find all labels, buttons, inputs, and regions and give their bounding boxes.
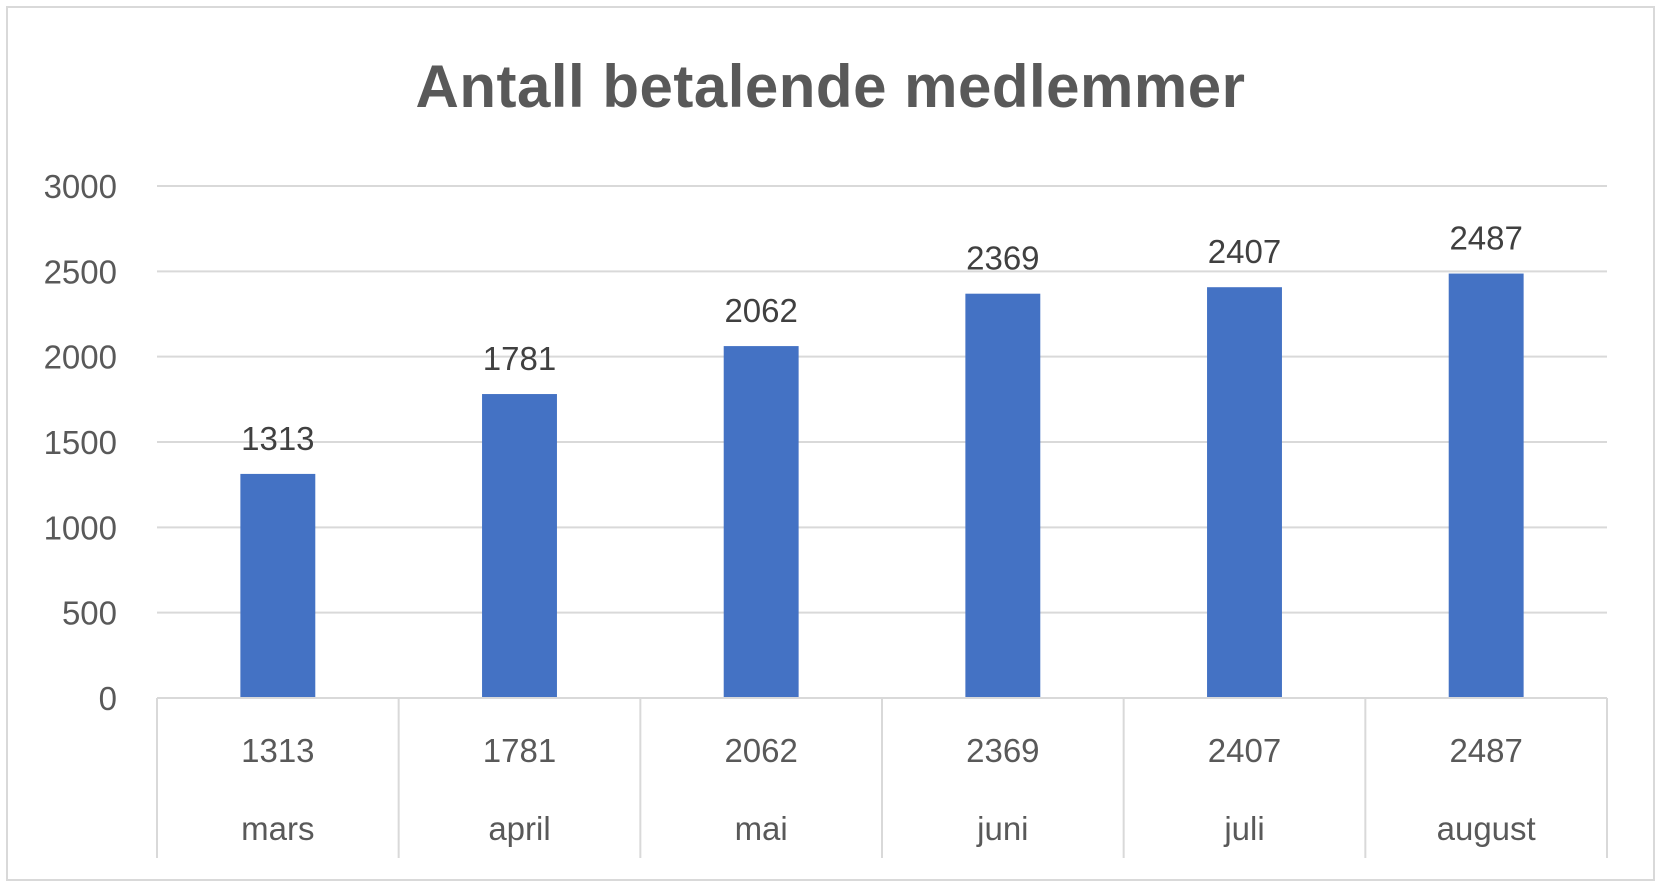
bar-mai bbox=[723, 346, 799, 698]
bar-april bbox=[482, 394, 557, 698]
data-label: 2487 bbox=[1449, 220, 1522, 257]
table-value-label: 2487 bbox=[1449, 732, 1522, 769]
y-tick-label: 2500 bbox=[44, 253, 117, 290]
bars bbox=[240, 273, 1524, 698]
y-tick-label: 1500 bbox=[44, 424, 117, 461]
category-label: mars bbox=[241, 810, 314, 847]
chart-frame: Antall betalende medlemmer bbox=[6, 6, 1655, 881]
y-tick-label: 3000 bbox=[44, 168, 117, 205]
table-value-label: 2062 bbox=[724, 732, 797, 769]
category-label: juli bbox=[1223, 810, 1264, 847]
category-label: mai bbox=[735, 810, 788, 847]
data-labels: 1313 1781 2062 2369 2407 2487 bbox=[241, 220, 1523, 457]
category-label: april bbox=[488, 810, 550, 847]
y-tick-label: 1000 bbox=[44, 509, 117, 546]
bar-juni bbox=[965, 293, 1041, 698]
y-tick-label: 2000 bbox=[44, 339, 117, 376]
y-tick-label: 0 bbox=[99, 680, 117, 717]
data-label: 2369 bbox=[966, 240, 1039, 277]
data-label: 1313 bbox=[241, 420, 314, 457]
bar-august bbox=[1448, 273, 1524, 698]
table-value-label: 2369 bbox=[966, 732, 1039, 769]
bar-mars bbox=[240, 473, 316, 698]
y-tick-label: 500 bbox=[62, 595, 117, 632]
data-label: 1781 bbox=[483, 340, 556, 377]
data-label: 2062 bbox=[724, 292, 797, 329]
data-label: 2407 bbox=[1208, 233, 1281, 270]
table-value-label: 1313 bbox=[241, 732, 314, 769]
category-label: juni bbox=[976, 810, 1028, 847]
category-label: august bbox=[1437, 810, 1536, 847]
table-value-label: 1781 bbox=[483, 732, 556, 769]
chart-title: Antall betalende medlemmer bbox=[415, 53, 1246, 120]
table-value-label: 2407 bbox=[1208, 732, 1281, 769]
bar-juli bbox=[1207, 287, 1282, 698]
category-axis-table: 1313 mars 1781 april 2062 mai 2369 juni 2407 juli… bbox=[156, 697, 1608, 858]
gridlines bbox=[157, 185, 1607, 699]
y-axis-tick-labels: 0 500 1000 1500 2000 2500 3000 bbox=[44, 168, 117, 717]
